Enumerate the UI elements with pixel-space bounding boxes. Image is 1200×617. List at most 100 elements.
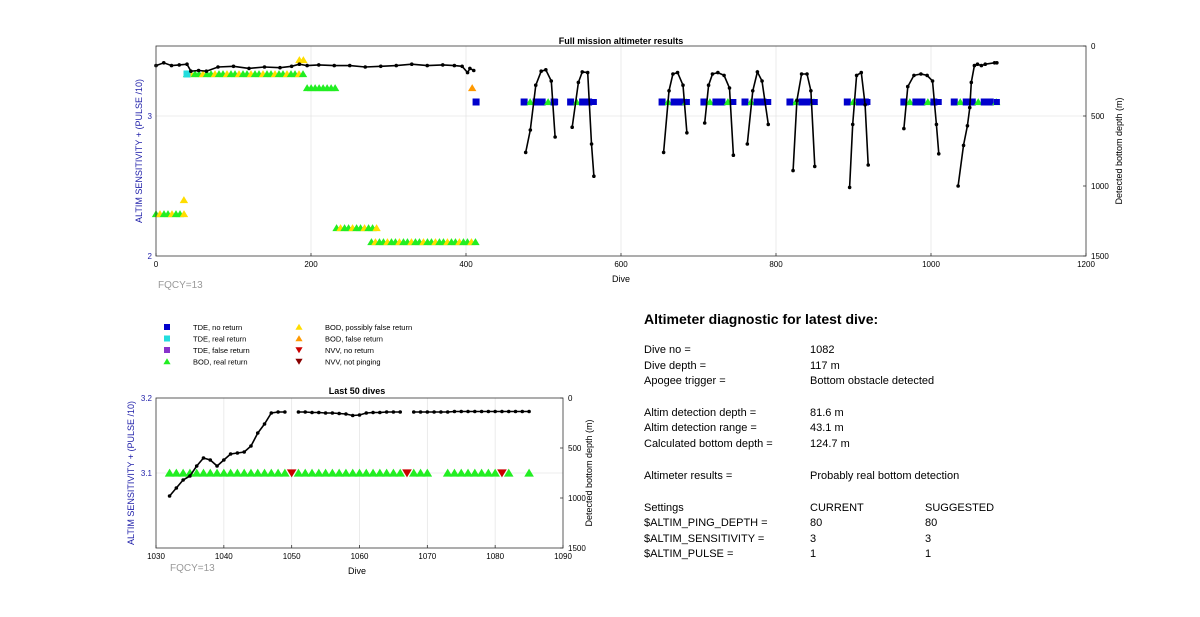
depth-point	[755, 70, 760, 74]
depth-point	[580, 70, 585, 74]
pulse-row: $ALTIM_PULSE = 1 1	[644, 548, 1124, 562]
marker-bod-real-return	[543, 98, 553, 106]
settings-label: Settings	[644, 502, 684, 514]
depth-point	[983, 62, 988, 66]
marker-bod-real-return	[422, 468, 433, 477]
marker-tde-no-return	[730, 99, 737, 105]
marker-bod-real-return	[307, 468, 317, 477]
marker-tde-no-return	[765, 99, 772, 105]
depth-point	[439, 410, 443, 414]
marker-tde-no-return	[980, 98, 988, 106]
depth-point	[847, 185, 852, 190]
marker-bod-real-return	[905, 98, 915, 106]
marker-bod-real-return	[191, 468, 202, 477]
depth-point	[506, 409, 511, 414]
marker-bod-possibly-false	[179, 210, 189, 218]
marker-bod-real-return	[327, 468, 338, 477]
marker-tde-no-return	[676, 98, 684, 106]
marker-bod-real-return	[524, 468, 534, 477]
marker-bod-real-return	[273, 468, 283, 477]
marker-tde-no-return	[900, 99, 907, 105]
depth-point	[452, 409, 457, 414]
marker-tde-no-return	[718, 98, 726, 106]
marker-bod-real-return	[171, 468, 182, 477]
altim-det-depth-value: 81.6 m	[810, 407, 844, 419]
depth-point	[445, 410, 450, 414]
depth-point	[936, 152, 941, 156]
sub-plot-frame	[155, 397, 564, 549]
sensitivity-row: $ALTIM_SENSITIVITY = 3 3	[644, 533, 1124, 547]
settings-header-row: Settings CURRENT SUGGESTED	[644, 502, 1124, 516]
dive-depth-row: Dive depth = 117 m	[644, 360, 1124, 374]
depth-point	[378, 64, 383, 69]
depth-point	[570, 125, 574, 129]
legend-label: BOD, false return	[325, 335, 383, 344]
y2-tick-label: 1000	[1091, 182, 1109, 191]
marker-tde-no-return	[993, 99, 1000, 105]
depth-point	[727, 86, 732, 90]
results-value: Probably real bottom detection	[810, 470, 960, 482]
depth-point	[242, 450, 246, 454]
depth-point	[553, 135, 557, 139]
depth-point	[930, 79, 935, 83]
x-axis-label: Dive	[612, 274, 630, 284]
depth-point	[296, 410, 301, 414]
y-tick-label: 3.2	[141, 394, 153, 403]
depth-point	[409, 62, 414, 66]
marker-bod-false-return	[468, 84, 477, 92]
depth-point	[520, 409, 525, 414]
x-tick-label: 1070	[418, 552, 436, 561]
diagnostic-title: Altimeter diagnostic for latest dive:	[644, 311, 879, 327]
legend-label: TDE, no return	[193, 323, 242, 332]
depth-point	[297, 62, 302, 66]
marker-bod-real-return	[956, 98, 965, 106]
depth-point	[661, 150, 666, 155]
legend: TDE, no return TDE, real return TDE, false…	[163, 323, 412, 367]
marker-tde-no-return	[968, 98, 976, 106]
marker-bod-real-return	[415, 468, 426, 477]
fqcy-annotation: FQCY=13	[158, 280, 203, 291]
depth-point	[231, 64, 236, 69]
depth-point	[316, 63, 321, 67]
marker-bod-real-return	[212, 468, 222, 477]
depth-point	[452, 63, 457, 68]
depth-point	[681, 83, 685, 87]
marker-tde-no-return	[552, 99, 559, 105]
marker-bod-real-return	[314, 468, 324, 477]
depth-point	[912, 73, 916, 78]
apogee-value: Bottom obstacle detected	[810, 375, 935, 387]
sensitivity-current: 3	[810, 533, 817, 545]
y-axis-label: ALTIM SENSITIVITY + (PULSE /10)	[134, 79, 144, 223]
depth-point	[589, 142, 594, 146]
depth-point	[905, 84, 910, 89]
dive-depth-label: Dive depth =	[644, 360, 707, 372]
marker-bod-real-return	[252, 468, 263, 477]
depth-point	[384, 410, 389, 414]
depth-point	[549, 79, 554, 83]
x-tick-label: 1030	[147, 552, 165, 561]
calc-bottom-label: Calculated bottom depth =	[644, 438, 773, 450]
depth-point	[181, 478, 185, 482]
legend-label: NVV, not pinging	[325, 358, 381, 367]
depth-point	[459, 409, 464, 414]
depth-point	[544, 68, 548, 72]
sub-chart-title: Last 50 dives	[329, 386, 386, 396]
depth-point	[465, 70, 470, 75]
depth-point	[859, 70, 864, 75]
x-tick-label: 600	[614, 260, 628, 269]
depth-point	[523, 150, 528, 155]
marker-tde-no-return	[579, 98, 587, 106]
depth-point	[513, 409, 518, 414]
depth-line	[746, 69, 770, 145]
marker-tde-no-return	[683, 99, 690, 105]
marker-tde-no-return	[811, 99, 818, 105]
marker-bod-real-return	[334, 468, 344, 477]
sub-y2-axis-label: Detected bottom depth (m)	[584, 419, 594, 526]
depth-point	[925, 73, 929, 78]
marker-bod-real-return	[266, 468, 277, 477]
depth-point	[979, 63, 984, 68]
depth-point	[289, 64, 294, 69]
depth-point	[500, 409, 504, 414]
depth-line	[957, 61, 997, 187]
x-tick-label: 1200	[1077, 260, 1095, 269]
